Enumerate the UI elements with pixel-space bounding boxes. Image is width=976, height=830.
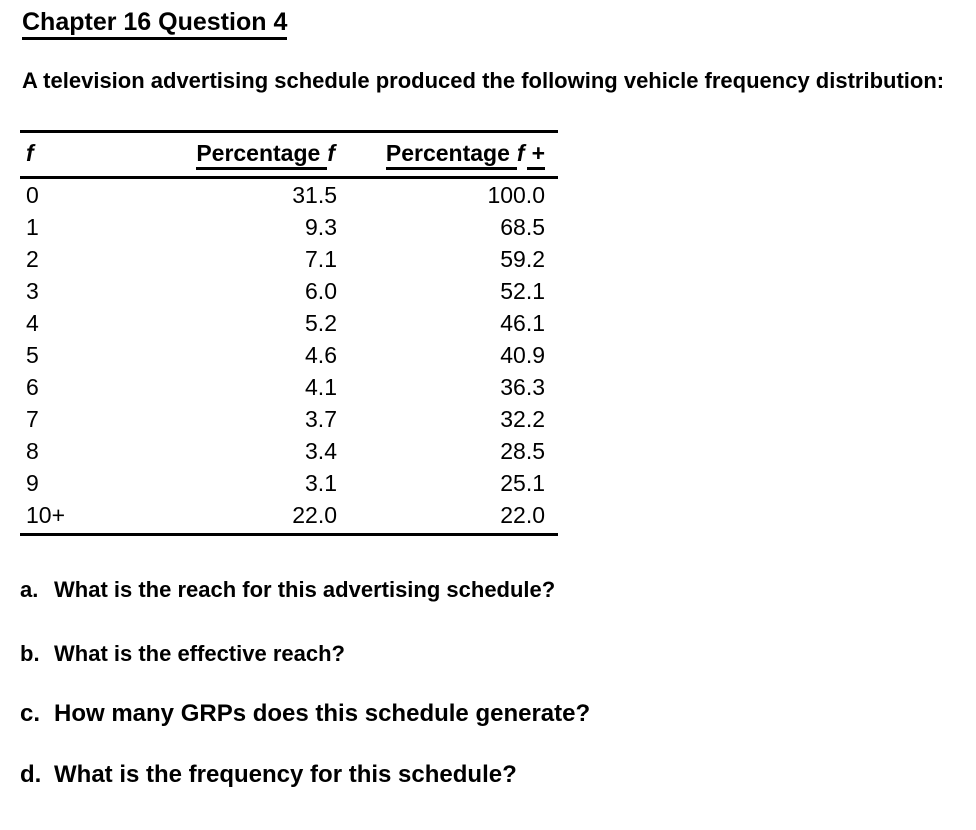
question-b-text: What is the effective reach? [54,641,345,666]
cell-percentage-f: 31.5 [292,182,337,208]
cell-f: 4 [26,310,39,336]
cell-f: 8 [26,438,39,464]
cell-f: 10+ [20,499,135,536]
question-c: c. How many GRPs does this schedule gene… [20,700,964,728]
cell-f: 3 [26,278,39,304]
cell-percentage-f-plus: 25.1 [500,470,545,496]
cell-percentage-f: 3.4 [305,438,337,464]
table-row: 5 4.6 40.9 [20,339,558,371]
cell-f: 0 [26,182,39,208]
cell-percentage-f: 22.0 [135,499,337,536]
cell-percentage-f-plus: 28.5 [500,438,545,464]
question-c-text: How many GRPs does this schedule generat… [54,700,591,727]
frequency-table-header: f Percentage f Percentage f + [20,131,558,179]
table-row: 3 6.0 52.1 [20,275,558,307]
question-a: a. What is the reach for this advertisin… [20,577,964,603]
question-d-text: What is the frequency for this schedule? [54,761,517,788]
table-row: 1 9.3 68.5 [20,211,558,243]
question-d: d. What is the frequency for this schedu… [20,761,964,789]
cell-f: 9 [26,470,39,496]
cell-f: 1 [26,214,39,240]
frequency-table: f Percentage f Percentage f + 0 31.5 100.0 … [20,130,558,536]
cell-percentage-f-plus: 100.0 [487,182,545,208]
table-row: 10+ 22.0 22.0 [20,499,558,536]
col-header-percentage-label: Percentage [196,140,328,170]
cell-percentage-f: 7.1 [305,246,337,272]
cell-percentage-f-plus: 46.1 [500,310,545,336]
col-header-percentage-f: Percentage f [135,131,337,179]
table-row: 4 5.2 46.1 [20,307,558,339]
table-row: 0 31.5 100.0 [20,178,558,212]
cell-percentage-f-plus: 68.5 [500,214,545,240]
cell-percentage-f-plus: 59.2 [500,246,545,272]
col-header-f-symbol: f [327,140,335,166]
question-c-label: c. [20,700,41,727]
col-header-f: f [20,131,135,179]
intro-paragraph: A television advertising schedule produc… [22,68,945,93]
question-d-label: d. [20,761,42,788]
cell-percentage-f: 6.0 [305,278,337,304]
col-header-percentage-f-plus: Percentage f + [337,131,558,179]
table-header-row: f Percentage f Percentage f + [20,131,558,179]
cell-percentage-f-plus: 36.3 [500,374,545,400]
table-row: 2 7.1 59.2 [20,243,558,275]
cell-f: 7 [26,406,39,432]
table-row: 9 3.1 25.1 [20,467,558,499]
col-header-plus-symbol: + [526,140,545,170]
cell-percentage-f: 9.3 [305,214,337,240]
col-header-percentage-label: Percentage [385,140,517,170]
cell-percentage-f: 3.7 [305,406,337,432]
table-row: 7 3.7 32.2 [20,403,558,435]
question-b: b. What is the effective reach? [20,641,964,667]
table-row: 6 4.1 36.3 [20,371,558,403]
cell-percentage-f: 3.1 [305,470,337,496]
question-b-label: b. [20,641,40,666]
cell-f: 2 [26,246,39,272]
cell-percentage-f-plus: 22.0 [337,499,558,536]
col-header-f-symbol: f [516,140,525,166]
col-header-f-symbol: f [26,140,34,166]
cell-percentage-f: 4.6 [305,342,337,368]
table-row: 8 3.4 28.5 [20,435,558,467]
question-a-text: What is the reach for this advertising s… [54,577,556,602]
cell-percentage-f-plus: 52.1 [500,278,545,304]
page-title-text: Chapter 16 Question 4 [22,8,288,40]
cell-percentage-f-plus: 40.9 [500,342,545,368]
cell-percentage-f-plus: 32.2 [500,406,545,432]
question-a-label: a. [20,577,39,602]
frequency-table-body: 0 31.5 100.0 1 9.3 68.5 2 7.1 59.2 3 6.0… [20,178,558,536]
cell-percentage-f: 5.2 [305,310,337,336]
page-title: Chapter 16 Question 4 [22,8,964,40]
cell-f: 5 [26,342,39,368]
cell-percentage-f: 4.1 [305,374,337,400]
cell-f: 6 [26,374,39,400]
